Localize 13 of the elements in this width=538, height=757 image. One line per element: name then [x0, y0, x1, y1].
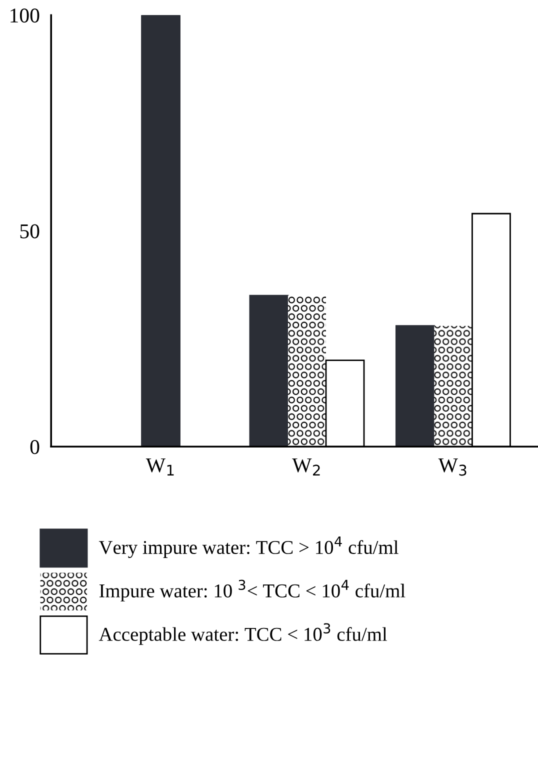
bar	[434, 326, 472, 447]
legend-label: Impure water: 10 $^{3}$< TCC < 10$^{4}$ cfu/ml	[99, 580, 406, 602]
legend-label: Acceptable water: TCC < 10$^{3}$ cfu/ml	[98, 623, 388, 645]
legend-label: Very impure water: TCC > 10$^{4}$ cfu/ml	[98, 536, 398, 558]
y-tick-label: 0	[30, 440, 40, 454]
x-tick-label: W$_{1}$	[146, 458, 174, 476]
x-tick-label: W$_{2}$	[292, 458, 320, 476]
y-tick-label: 50	[20, 224, 40, 238]
y-tick-label: 100	[10, 8, 40, 23]
bar	[395, 325, 435, 447]
bar	[288, 296, 326, 447]
bar	[249, 294, 289, 447]
x-tick-label: W$_{3}$	[438, 458, 466, 476]
